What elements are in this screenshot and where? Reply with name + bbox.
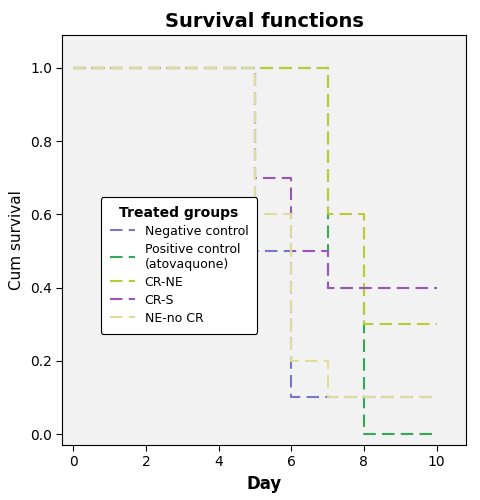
X-axis label: Day: Day bbox=[246, 475, 282, 493]
Legend: Negative control, Positive control
(atovaquone), CR-NE, CR-S, NE-no CR: Negative control, Positive control (atov… bbox=[101, 197, 257, 334]
Title: Survival functions: Survival functions bbox=[165, 12, 363, 30]
Y-axis label: Cum survival: Cum survival bbox=[10, 190, 24, 290]
